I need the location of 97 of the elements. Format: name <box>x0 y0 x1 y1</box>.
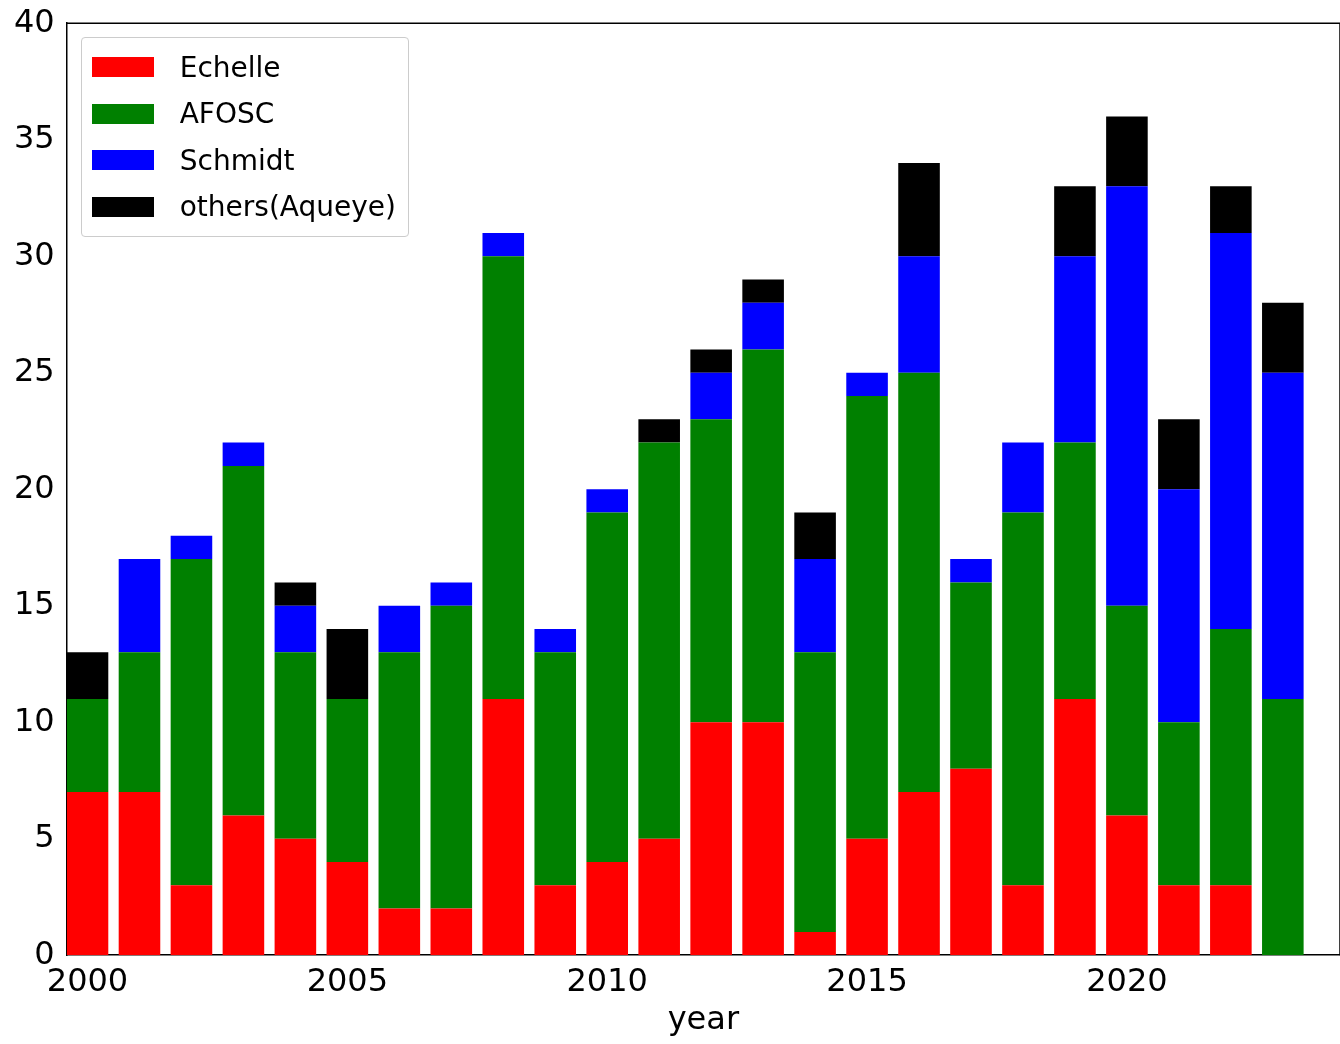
y-tick-label: 35 <box>14 118 55 157</box>
bar <box>378 652 421 909</box>
bar <box>950 559 992 583</box>
bar <box>586 512 628 862</box>
bar <box>1262 372 1304 699</box>
bar <box>742 302 784 350</box>
legend-label: Schmidt <box>179 143 295 177</box>
bar <box>690 349 732 373</box>
bar <box>1002 885 1044 956</box>
x-tick-label: 2010 <box>566 960 648 999</box>
bar <box>118 652 161 793</box>
bar <box>950 582 992 769</box>
bar <box>1210 629 1252 886</box>
y-tick-label: 20 <box>14 467 55 506</box>
bar <box>794 652 836 932</box>
bar <box>638 442 680 839</box>
bar <box>1210 885 1252 956</box>
bar <box>742 279 784 303</box>
bar <box>1106 605 1148 816</box>
bar <box>1210 232 1252 629</box>
bar <box>118 559 161 653</box>
y-tick-label: 15 <box>14 584 55 623</box>
bar <box>222 442 265 466</box>
bar <box>482 256 525 699</box>
bar <box>430 908 473 956</box>
bar <box>534 629 577 653</box>
bar <box>690 419 732 723</box>
bar <box>586 862 628 956</box>
bar <box>222 815 265 956</box>
bar <box>378 605 421 653</box>
y-tick-label: 25 <box>14 351 55 390</box>
bar <box>898 256 940 373</box>
x-tick-label: 2015 <box>826 960 908 999</box>
bar <box>846 372 888 396</box>
bar <box>222 465 265 816</box>
bar <box>846 396 888 839</box>
bar <box>898 372 940 793</box>
bar <box>482 232 525 257</box>
bar <box>170 559 213 886</box>
bar <box>430 582 473 606</box>
bar <box>274 652 317 839</box>
bar <box>898 163 940 257</box>
y-tick-label: 10 <box>14 700 55 739</box>
bar <box>326 629 369 699</box>
bar <box>638 838 680 956</box>
bar <box>950 768 992 956</box>
bar <box>326 698 369 862</box>
bar <box>274 838 317 956</box>
bar <box>534 885 577 956</box>
bar <box>170 535 213 560</box>
bar <box>274 582 317 606</box>
bar <box>742 722 784 956</box>
bar <box>1054 442 1096 699</box>
x-tick-label: 2005 <box>306 960 389 999</box>
legend-label: AFOSC <box>179 97 275 131</box>
bar <box>898 792 940 956</box>
bar <box>326 862 369 956</box>
bar <box>1002 512 1044 886</box>
y-tick-label: 30 <box>14 234 55 273</box>
bar <box>690 722 732 956</box>
bar <box>1054 698 1096 956</box>
bar <box>1210 186 1252 233</box>
bar <box>274 605 317 653</box>
bar <box>1158 489 1200 723</box>
bar <box>1054 256 1096 443</box>
bar <box>378 908 421 956</box>
legend-label: Echelle <box>179 50 281 84</box>
bar <box>1158 722 1200 886</box>
bar <box>742 349 784 723</box>
bar <box>794 931 836 956</box>
bar <box>1054 186 1096 257</box>
bar <box>586 489 628 513</box>
bar <box>1002 442 1044 513</box>
bar <box>118 792 161 956</box>
bar <box>1262 302 1304 373</box>
legend-label: others(Aqueye) <box>179 190 396 224</box>
bar <box>430 605 473 909</box>
bar <box>66 698 109 793</box>
bar <box>846 838 888 956</box>
bar <box>1158 885 1200 956</box>
bar <box>482 698 525 956</box>
y-tick-label: 40 <box>14 1 55 40</box>
x-tick-label: 2020 <box>1086 960 1168 999</box>
bar <box>170 885 213 956</box>
bar <box>1106 186 1148 606</box>
bar <box>1262 698 1304 956</box>
bar <box>690 372 732 420</box>
bar <box>1158 419 1200 490</box>
bar <box>794 512 836 560</box>
bar <box>794 559 836 653</box>
y-tick-label: 5 <box>34 817 55 856</box>
x-axis-title: year <box>667 999 740 1038</box>
bar <box>1106 116 1148 187</box>
bar <box>638 419 680 443</box>
bar <box>66 792 109 956</box>
bar <box>1106 815 1148 956</box>
bar <box>534 652 577 886</box>
